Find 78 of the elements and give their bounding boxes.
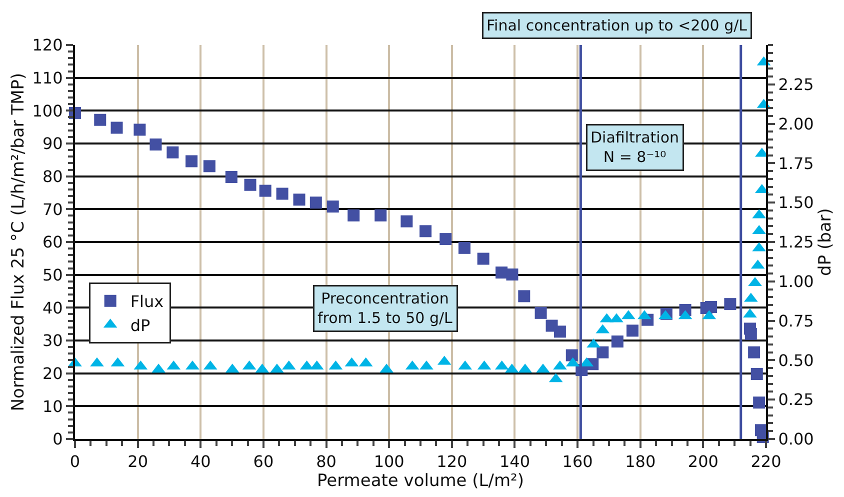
point [293,194,306,206]
y2-tick-label: 0.50 [778,350,814,370]
x-tick-label: 100 [374,452,404,472]
y2-tick-label: 1.50 [778,193,814,212]
y2-tick-label: 2.25 [778,75,814,94]
y-tick-label: 80 [42,166,63,186]
x-tick-label: 60 [253,452,274,472]
point [374,209,387,222]
point [420,225,432,238]
x-tick-label: 220 [750,452,782,472]
y2-tick-label: 0.75 [778,311,814,330]
x-tick-label: 40 [190,452,211,472]
point [626,324,639,337]
x-tick-label: 0 [70,452,80,472]
point [611,335,624,348]
point [748,346,760,358]
y-tick-label: 20 [42,364,63,383]
point [310,196,322,209]
y2-tick-label: 1.75 [778,154,814,173]
annotation: Diafiltration N = 8⁻¹⁰ [590,128,679,166]
legend-label: Flux [130,292,164,312]
point [150,138,162,150]
x-tick-label: 180 [625,452,656,472]
legend-label: dP [130,316,150,335]
y2-tick-label: 1.25 [778,232,814,252]
point [166,146,179,158]
x-tick-label: 80 [316,452,336,472]
y2-axis-title: dP (bar) [816,208,836,276]
y-tick-label: 40 [42,298,63,318]
point [534,306,547,319]
y-tick-label: 110 [32,68,63,88]
y-tick-label: 120 [32,36,63,55]
x-tick-label: 140 [499,452,530,472]
point [134,124,146,136]
y-tick-label: 60 [42,232,63,252]
y2-tick-label: 2.00 [778,114,814,134]
y2-tick-label: 1.00 [778,272,814,291]
point [94,114,106,126]
point [244,178,256,191]
y2-tick-label: 0.25 [778,390,814,410]
annotation: Preconcentration from 1.5 to 50 g/L [318,290,454,327]
point [259,184,272,197]
point [724,298,736,310]
text: Final concentration up to <200 g/L [486,16,748,34]
x-tick-label: 200 [688,452,718,472]
y-tick-label: 70 [42,200,63,219]
point [203,160,216,172]
y-tick-label: 30 [42,331,63,350]
point [225,170,238,183]
point [753,396,766,409]
point [705,301,718,314]
point [750,368,763,380]
point [506,268,518,281]
y2-tick-label: 0.00 [778,430,814,449]
point [744,328,757,340]
point [554,326,566,338]
point [440,233,452,246]
y-axis-title: Normalized Flux 25 °C (L/h/m²/bar TMP) [8,72,28,412]
y-tick-label: 90 [42,134,63,154]
point [518,290,530,302]
x-tick-label: 160 [562,452,593,472]
x-axis-title: Permeate volume (L/m²) [317,471,524,492]
point [348,209,360,222]
y-tick-label: 50 [42,265,63,284]
y-tick-label: 10 [42,396,63,416]
point [186,155,198,168]
x-tick-label: 20 [128,452,148,472]
point [110,122,123,134]
y-tick-label: 0 [52,430,63,449]
point [566,349,578,362]
point [276,188,288,200]
point [458,242,470,254]
x-tick-label: 120 [436,452,468,472]
point [326,200,339,213]
y-tick-label: 100 [32,101,63,120]
point [477,252,490,265]
point [596,346,609,358]
point [400,215,413,228]
